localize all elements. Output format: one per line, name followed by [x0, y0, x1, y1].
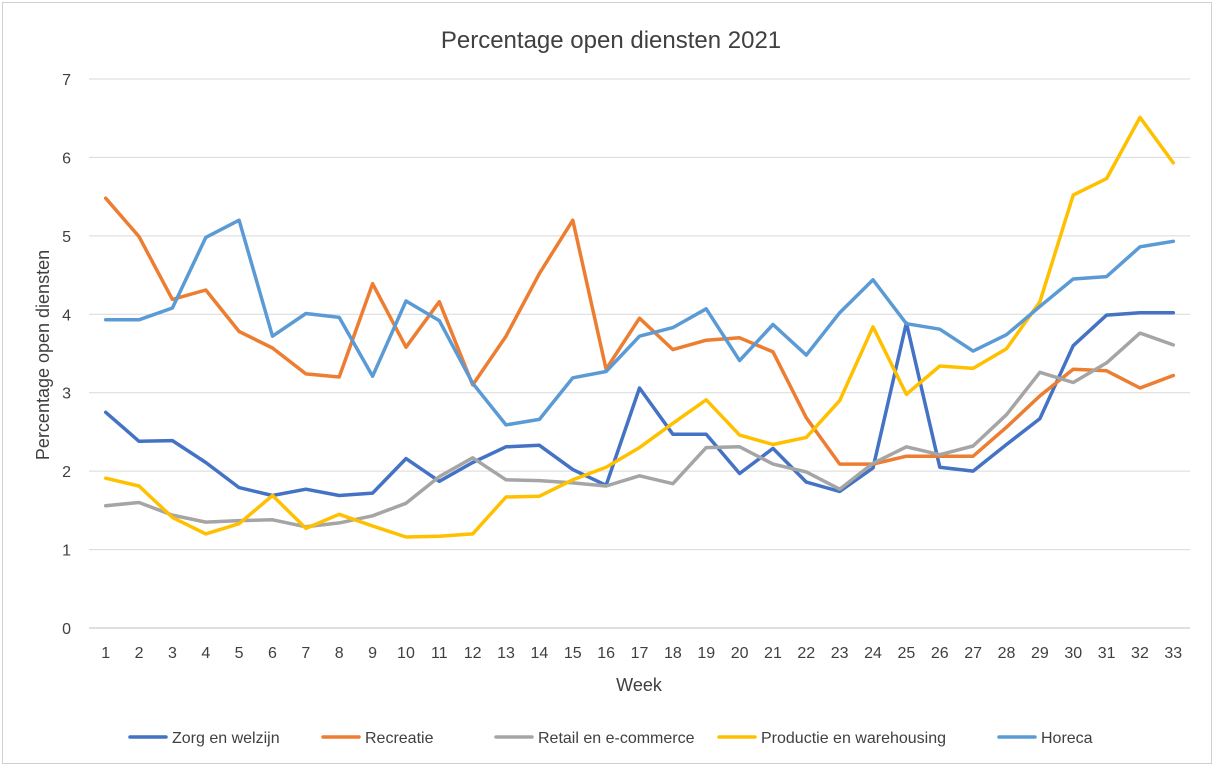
- x-tick-label: 25: [898, 645, 916, 662]
- gridlines: [89, 78, 1190, 629]
- x-tick-label: 29: [1031, 645, 1049, 662]
- x-tick-label: 19: [697, 645, 715, 662]
- x-tick-label: 31: [1098, 645, 1116, 662]
- x-tick-label: 18: [664, 645, 682, 662]
- chart-title: Percentage open diensten 2021: [441, 27, 781, 54]
- x-tick-label: 5: [235, 645, 244, 662]
- x-tick-label: 10: [397, 645, 415, 662]
- x-tick-label: 28: [998, 645, 1016, 662]
- y-tick-label: 7: [62, 72, 71, 89]
- x-tick-label: 2: [135, 645, 144, 662]
- x-tick-label: 30: [1064, 645, 1082, 662]
- y-tick-label: 2: [62, 464, 71, 481]
- series-lines: [103, 115, 1176, 539]
- x-tick-label: 27: [964, 645, 982, 662]
- x-tick-label: 3: [168, 645, 177, 662]
- series-line-3: [103, 331, 1176, 529]
- legend-label: Recreatie: [365, 730, 434, 747]
- x-tick-label: 8: [335, 645, 344, 662]
- series-line-4: [103, 115, 1176, 539]
- y-tick-label: 1: [62, 543, 71, 560]
- x-tick-label: 4: [201, 645, 210, 662]
- y-axis-ticks: 0 1 2 3 4 5 6 7: [62, 72, 71, 638]
- legend-label: Zorg en welzijn: [172, 730, 280, 747]
- series-line-2: [103, 196, 1176, 466]
- legend: Zorg en welzijn Recreatie Retail en e-comm…: [128, 730, 1093, 747]
- x-axis-ticks: 1 2 3 4 5 6 7 8 9 10 11 12 13 14 15 16 17 18 19 20 21 22 23 24 2…: [101, 645, 1182, 662]
- x-tick-label: 16: [597, 645, 615, 662]
- series-line-1: [103, 310, 1176, 498]
- x-tick-label: 32: [1131, 645, 1149, 662]
- x-tick-label: 33: [1164, 645, 1182, 662]
- x-tick-label: 23: [831, 645, 849, 662]
- x-tick-label: 7: [301, 645, 310, 662]
- x-tick-label: 1: [101, 645, 110, 662]
- legend-label: Retail en e-commerce: [538, 730, 695, 747]
- x-tick-label: 13: [497, 645, 515, 662]
- x-tick-label: 26: [931, 645, 949, 662]
- x-tick-label: 15: [564, 645, 582, 662]
- x-tick-label: 21: [764, 645, 782, 662]
- y-tick-label: 5: [62, 229, 71, 246]
- y-tick-label: 4: [62, 307, 71, 324]
- x-axis-title: Week: [616, 675, 663, 695]
- y-axis-title: Percentage open diensten: [33, 250, 53, 460]
- y-tick-label: 6: [62, 150, 71, 167]
- x-tick-label: 24: [864, 645, 882, 662]
- x-tick-label: 6: [268, 645, 277, 662]
- y-tick-label: 3: [62, 386, 71, 403]
- x-tick-label: 11: [431, 645, 448, 662]
- x-tick-label: 9: [368, 645, 377, 662]
- x-tick-label: 20: [731, 645, 749, 662]
- x-tick-label: 12: [464, 645, 482, 662]
- legend-label: Productie en warehousing: [761, 730, 946, 747]
- y-tick-label: 0: [62, 621, 71, 638]
- x-tick-label: 22: [797, 645, 815, 662]
- x-tick-label: 17: [631, 645, 649, 662]
- series-line-5: [103, 218, 1176, 427]
- x-tick-label: 14: [531, 645, 549, 662]
- legend-label: Horeca: [1041, 730, 1093, 747]
